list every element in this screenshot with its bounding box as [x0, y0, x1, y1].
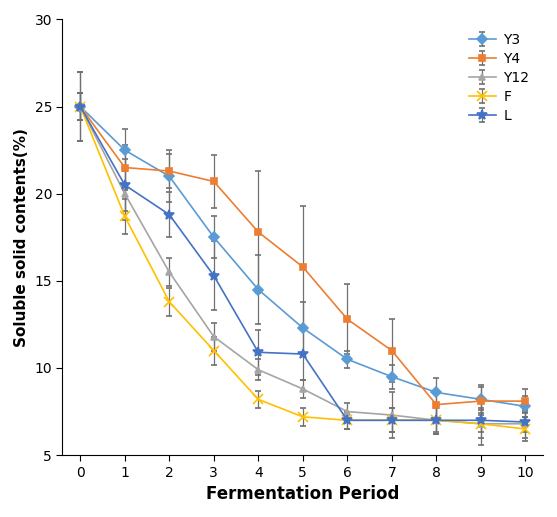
Legend: Y3, Y4, Y12, F, L: Y3, Y4, Y12, F, L — [462, 26, 536, 130]
Y-axis label: Soluble solid contents(%): Soluble solid contents(%) — [14, 128, 29, 347]
X-axis label: Fermentation Period: Fermentation Period — [206, 485, 399, 503]
